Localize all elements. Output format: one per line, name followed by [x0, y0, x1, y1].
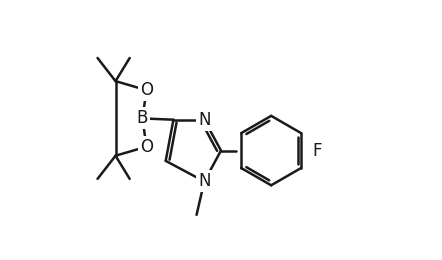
- Text: O: O: [140, 138, 153, 156]
- Text: B: B: [137, 109, 148, 127]
- Text: N: N: [198, 111, 210, 129]
- Text: N: N: [198, 172, 210, 190]
- Text: O: O: [140, 81, 153, 99]
- Text: F: F: [312, 142, 322, 160]
